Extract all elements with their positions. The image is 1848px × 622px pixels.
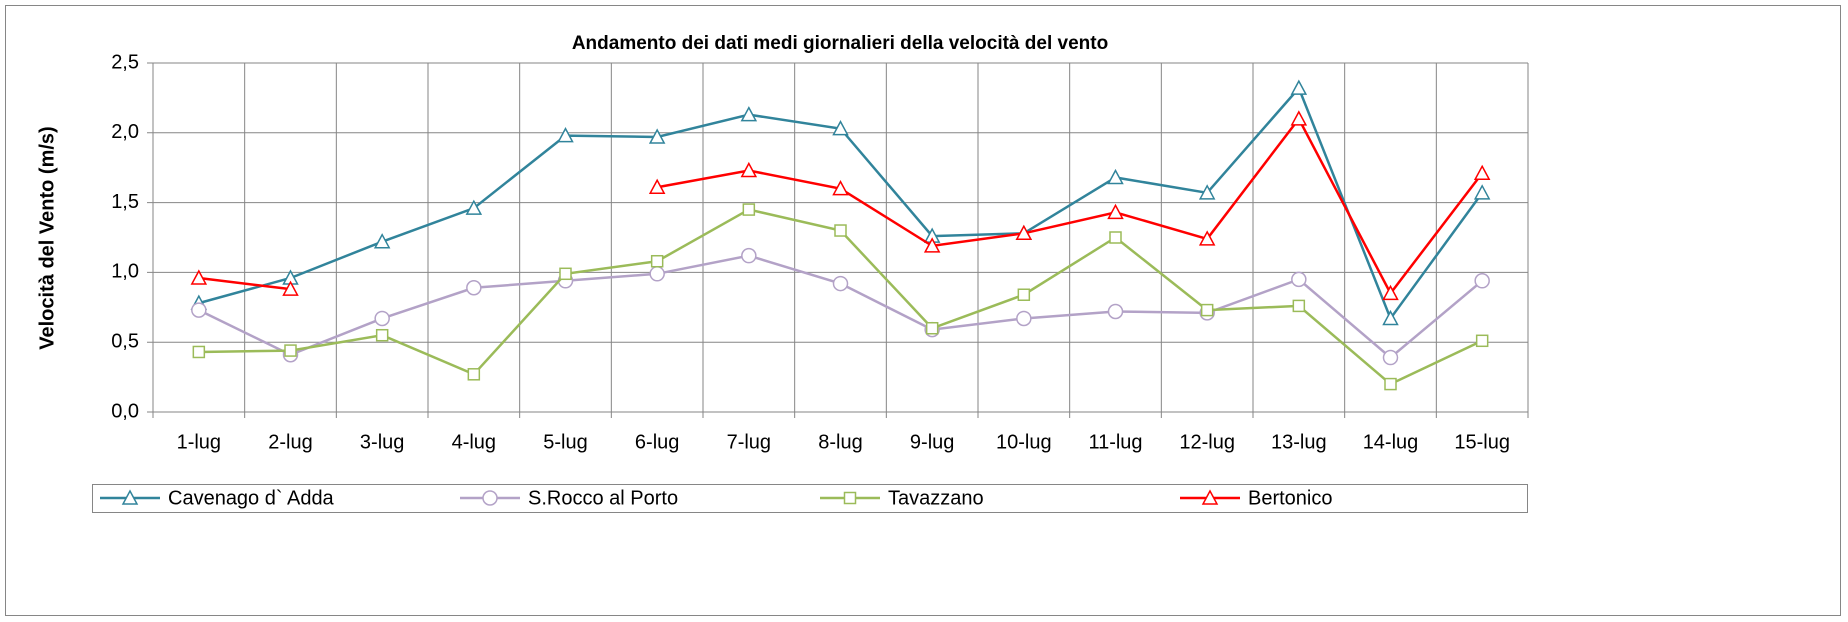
x-tick-label: 3-lug bbox=[360, 431, 404, 453]
data-point bbox=[190, 269, 208, 285]
data-point bbox=[834, 224, 847, 237]
x-tick-label: 14-lug bbox=[1363, 431, 1419, 453]
data-point bbox=[373, 233, 391, 249]
data-point bbox=[741, 247, 757, 264]
legend-marker bbox=[482, 490, 498, 506]
data-point bbox=[1290, 110, 1308, 126]
data-point bbox=[1109, 231, 1122, 244]
data-point bbox=[648, 128, 666, 144]
data-point bbox=[1382, 309, 1399, 326]
data-point bbox=[832, 180, 849, 196]
data-point bbox=[284, 344, 297, 357]
x-tick-label: 2-lug bbox=[268, 431, 312, 453]
data-point bbox=[1382, 349, 1399, 366]
x-tick-label: 8-lug bbox=[818, 431, 862, 453]
x-tick-label: 9-lug bbox=[910, 431, 954, 453]
data-point bbox=[374, 310, 390, 327]
data-point bbox=[1015, 224, 1033, 241]
data-point bbox=[650, 254, 664, 268]
data-point bbox=[557, 127, 574, 143]
data-point bbox=[1291, 271, 1307, 288]
x-tick-label: 5-lug bbox=[543, 431, 587, 453]
data-point bbox=[1198, 230, 1216, 246]
data-point bbox=[923, 237, 941, 253]
data-point bbox=[1474, 273, 1490, 289]
data-point bbox=[282, 280, 299, 296]
series-line bbox=[198, 276, 291, 291]
x-tick-label: 6-lug bbox=[635, 431, 679, 453]
data-point bbox=[925, 321, 939, 335]
data-point bbox=[466, 280, 482, 296]
data-point bbox=[649, 266, 665, 282]
legend-label: Bertonico bbox=[1248, 487, 1333, 509]
data-point bbox=[740, 161, 758, 178]
legend-label: Tavazzano bbox=[888, 487, 984, 509]
y-tick-label: 0,5 bbox=[111, 330, 139, 352]
legend-box bbox=[92, 484, 1528, 513]
x-tick-label: 7-lug bbox=[727, 431, 771, 453]
legend-marker bbox=[843, 491, 857, 505]
data-point bbox=[1200, 303, 1214, 317]
series-line bbox=[656, 116, 1484, 296]
x-tick-label: 11-lug bbox=[1088, 431, 1142, 453]
y-tick-label: 2,0 bbox=[111, 121, 139, 143]
x-tick-label: 10-lug bbox=[996, 431, 1052, 453]
data-point bbox=[1290, 79, 1308, 95]
data-point bbox=[1016, 310, 1032, 327]
data-point bbox=[1475, 334, 1489, 348]
data-point bbox=[740, 106, 758, 122]
data-point bbox=[1017, 288, 1031, 301]
data-point bbox=[1107, 203, 1124, 220]
data-point bbox=[559, 267, 572, 281]
data-point bbox=[1382, 284, 1399, 301]
data-point bbox=[191, 302, 207, 318]
data-point bbox=[1473, 164, 1491, 181]
data-point bbox=[832, 120, 849, 136]
y-axis-title: Velocità del Vento (m/s) bbox=[36, 126, 58, 349]
data-point bbox=[192, 345, 206, 359]
data-point bbox=[742, 203, 756, 216]
legend-label: Cavenago d` Adda bbox=[168, 487, 335, 509]
data-point bbox=[1198, 184, 1216, 200]
data-point bbox=[1292, 299, 1306, 313]
data-point bbox=[1384, 377, 1397, 391]
data-point bbox=[467, 368, 481, 381]
y-tick-label: 0,0 bbox=[111, 400, 139, 422]
data-point bbox=[1107, 303, 1124, 320]
chart-frame bbox=[5, 5, 1841, 616]
chart-title: Andamento dei dati medi giornalieri dell… bbox=[572, 33, 1108, 54]
x-tick-label: 4-lug bbox=[452, 431, 496, 453]
data-point bbox=[1473, 184, 1491, 200]
y-tick-label: 1,5 bbox=[111, 191, 139, 213]
data-point bbox=[648, 178, 666, 194]
data-point bbox=[1107, 168, 1124, 185]
legend-marker bbox=[121, 489, 139, 505]
data-point bbox=[832, 275, 849, 292]
legend-marker bbox=[1201, 489, 1219, 505]
y-tick-label: 2,5 bbox=[111, 51, 139, 73]
x-tick-label: 13-lug bbox=[1271, 431, 1327, 453]
data-point bbox=[465, 199, 483, 215]
x-tick-label: 15-lug bbox=[1454, 431, 1510, 453]
x-tick-label: 1-lug bbox=[177, 431, 221, 453]
legend-label: S.Rocco al Porto bbox=[528, 487, 678, 509]
data-point bbox=[375, 328, 389, 342]
y-tick-label: 1,0 bbox=[111, 261, 139, 283]
x-tick-label: 12-lug bbox=[1179, 431, 1235, 453]
